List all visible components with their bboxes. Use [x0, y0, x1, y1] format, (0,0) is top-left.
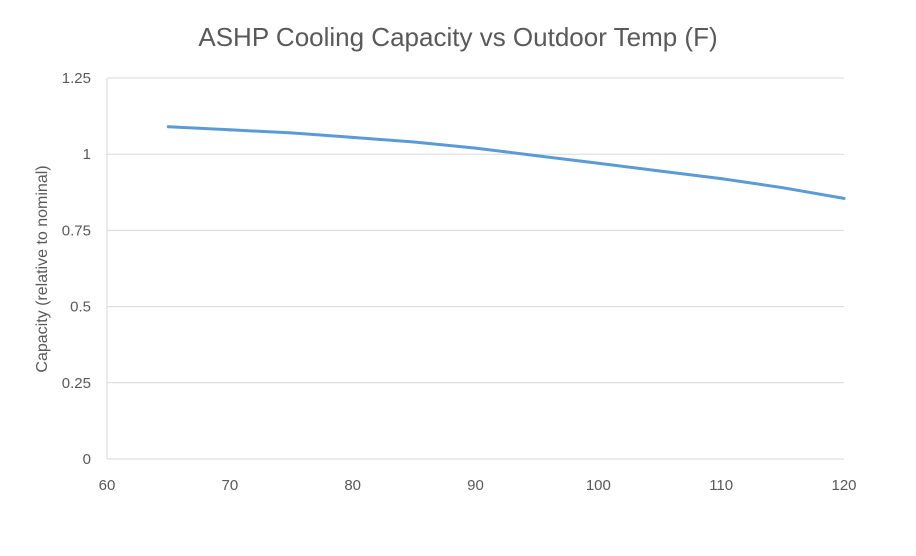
data-point: [781, 186, 785, 190]
data-point: [351, 135, 355, 139]
y-tick-label: 0.25: [62, 375, 91, 392]
data-point: [474, 146, 477, 150]
x-tick-label: 90: [467, 477, 484, 494]
x-axis-ticks: 60 70 80 90 100 110 120: [99, 477, 857, 494]
data-point: [289, 131, 293, 135]
y-tick-label: 1: [83, 146, 91, 163]
x-tick-label: 80: [344, 477, 361, 494]
series-line: [166, 125, 846, 200]
y-axis-ticks: 0 0.25 0.5 0.75 1 1.25: [62, 70, 91, 468]
x-tick-label: 100: [586, 477, 611, 494]
x-tick-label: 70: [221, 477, 238, 494]
y-tick-label: 0.5: [70, 299, 91, 316]
y-axis-label: Capacity (relative to nominal): [34, 165, 51, 372]
data-point: [166, 125, 170, 129]
y-tick-label: 0.75: [62, 222, 91, 239]
data-point: [535, 154, 539, 158]
series-layer: [166, 125, 846, 200]
x-tick-label: 110: [709, 477, 733, 494]
data-point: [596, 161, 600, 165]
data-point: [412, 140, 416, 144]
data-point: [842, 196, 846, 200]
data-point: [658, 169, 662, 173]
data-point: [719, 177, 723, 181]
y-tick-label: 1.25: [62, 70, 91, 87]
chart-title: ASHP Cooling Capacity vs Outdoor Temp (F…: [198, 22, 717, 52]
axes: [106, 78, 844, 460]
x-tick-label: 60: [99, 477, 116, 494]
data-point: [228, 128, 232, 132]
x-tick-label: 120: [831, 477, 856, 494]
y-tick-label: 0: [83, 451, 91, 468]
gridlines: [107, 77, 844, 384]
